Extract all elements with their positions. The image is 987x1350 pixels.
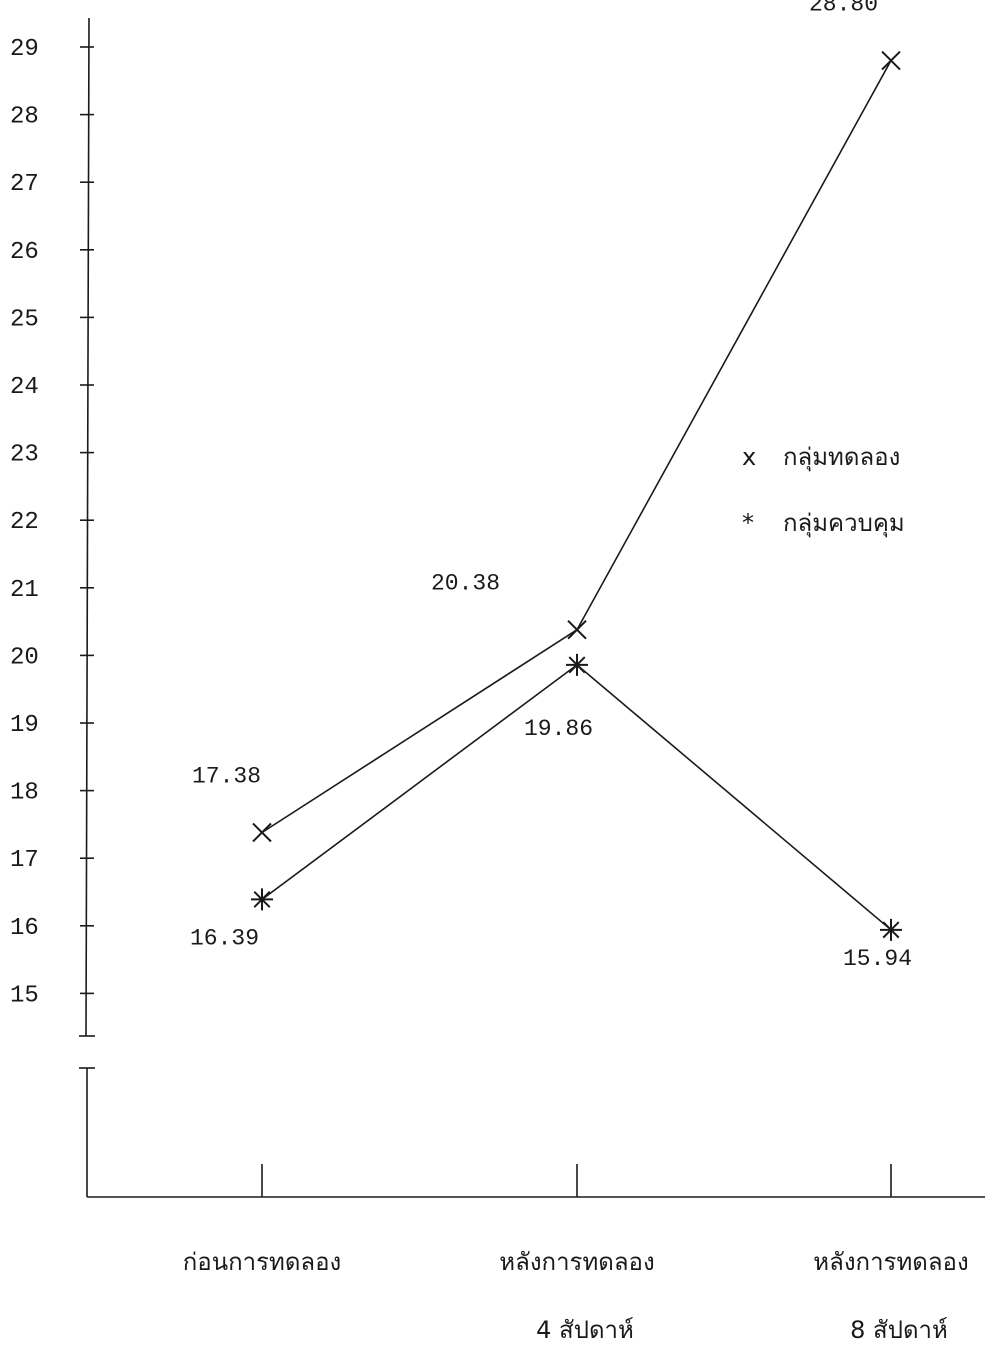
legend-symbol-2: *	[742, 509, 754, 537]
series-2-data-label-2: 19.86	[524, 716, 593, 742]
x-category-label-2-line-2: 4 สัปดาห์	[536, 1316, 634, 1344]
y-tick-label-19: 19	[10, 712, 39, 739]
x-category-label-3-line-1: หลังการทดลอง	[813, 1248, 968, 1276]
y-tick-label-27: 27	[10, 171, 39, 198]
y-tick-label-28: 28	[10, 104, 39, 131]
series-2-point-3	[880, 918, 902, 941]
y-tick-label-15: 15	[10, 982, 39, 1009]
y-tick-label-23: 23	[10, 442, 39, 469]
series-2-point-2	[566, 653, 588, 676]
series-line-2	[261, 663, 892, 931]
x-category-label-3-line-2: 8 สัปดาห์	[850, 1316, 948, 1344]
series-1-data-label-3: 28.80	[809, 0, 878, 18]
y-tick-label-16: 16	[10, 915, 39, 942]
x-category-label-1-line-1: ก่อนการทดลอง	[183, 1248, 342, 1276]
y-tick-label-18: 18	[10, 780, 39, 807]
y-tick-label-26: 26	[10, 239, 39, 266]
y-tick-label-22: 22	[10, 509, 39, 536]
y-axis-line-upper	[85, 17, 90, 1037]
x-category-label-2-line-1: หลังการทดลอง	[499, 1248, 654, 1276]
legend-label-2: กลุ่มควบคุม	[783, 509, 905, 538]
legend-symbol-1: x	[742, 443, 756, 471]
y-tick-label-24: 24	[10, 374, 39, 401]
series-2-data-label-1: 16.39	[190, 925, 259, 951]
y-tick-label-29: 29	[10, 36, 39, 63]
y-tick-label-17: 17	[10, 847, 39, 874]
series-1-data-label-1: 17.38	[192, 764, 261, 790]
y-tick-label-20: 20	[10, 644, 39, 671]
series-1-point-2	[567, 620, 587, 640]
legend-label-1: กลุ่มทดลอง	[783, 443, 900, 472]
series-1-point-3	[881, 50, 901, 71]
series-2-point-1	[251, 888, 273, 911]
series-2-data-label-3: 15.94	[843, 946, 912, 972]
y-tick-label-21: 21	[10, 577, 39, 604]
series-1-point-1	[252, 822, 272, 843]
y-tick-label-25: 25	[10, 306, 39, 333]
series-1-data-label-2: 20.38	[431, 571, 500, 597]
